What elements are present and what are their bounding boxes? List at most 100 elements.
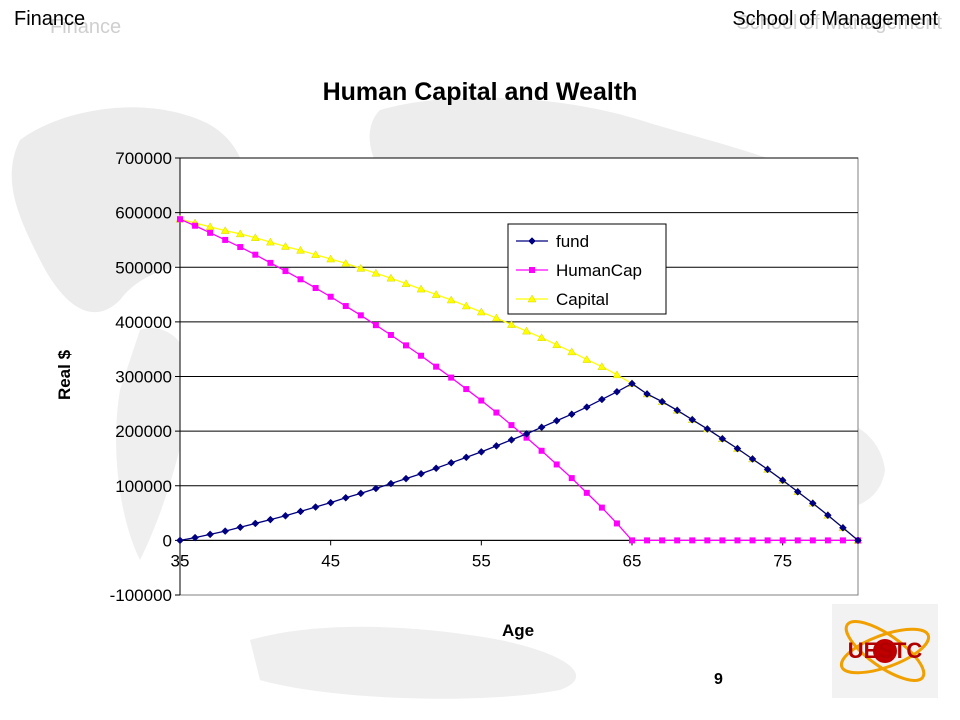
legend-marker <box>527 294 537 303</box>
data-point-fund <box>296 507 305 516</box>
data-point-humancap <box>463 386 470 393</box>
data-point-fund <box>341 493 350 502</box>
page-number: 9 <box>714 671 723 688</box>
data-point-humancap <box>478 397 485 404</box>
data-point-capital <box>537 333 546 341</box>
legend-label: Capital <box>556 290 609 309</box>
data-point-capital <box>371 268 381 277</box>
data-point-humancap <box>327 293 334 300</box>
chart-legend: fund HumanCap Capital <box>507 223 667 315</box>
data-point-fund <box>417 469 425 478</box>
data-point-humancap <box>613 520 620 527</box>
series-humancap <box>177 216 861 544</box>
data-point-humancap <box>779 537 786 544</box>
data-point-humancap <box>267 259 274 266</box>
data-point-humancap <box>659 537 666 544</box>
data-point-capital <box>416 284 426 293</box>
legend-marker <box>529 267 535 273</box>
data-point-fund <box>658 397 666 406</box>
data-point-fund <box>311 503 320 511</box>
data-point-fund <box>221 527 230 535</box>
header-right-title: School of Management <box>732 8 938 30</box>
data-point-capital <box>431 290 441 298</box>
data-point-capital <box>266 237 275 246</box>
x-tick-label: 35 <box>171 551 190 570</box>
legend-item-capital: Capital <box>516 290 609 309</box>
data-point-capital <box>461 301 471 310</box>
data-point-capital <box>311 250 320 258</box>
data-point-fund <box>552 416 561 425</box>
data-point-humancap <box>403 342 409 349</box>
data-point-humancap <box>342 303 349 310</box>
data-point-humancap <box>222 236 229 243</box>
data-point-humancap <box>598 504 605 511</box>
data-point-fund <box>462 453 471 462</box>
legend-item-humancap: HumanCap <box>516 261 642 280</box>
x-tick-label: 75 <box>773 551 792 570</box>
legend-label: HumanCap <box>556 261 642 280</box>
x-axis-title: Age <box>502 621 534 640</box>
data-point-fund <box>582 403 591 411</box>
data-point-capital <box>220 226 230 234</box>
y-tick-label: 0 <box>163 531 172 550</box>
data-point-fund <box>808 499 817 508</box>
data-point-fund <box>402 474 410 483</box>
data-point-capital <box>281 242 290 250</box>
data-point-capital <box>522 326 531 335</box>
data-point-capital <box>507 320 516 328</box>
legend-item-fund: fund <box>516 232 589 251</box>
y-tick-label: 200000 <box>115 422 172 441</box>
x-tick-label: 55 <box>472 551 491 570</box>
y-tick-label: 500000 <box>115 258 172 277</box>
data-point-humancap <box>629 537 635 544</box>
data-point-humancap <box>583 489 590 496</box>
data-point-humancap <box>357 312 364 319</box>
header-left-title: Finance <box>14 8 86 30</box>
data-point-fund <box>793 487 802 496</box>
data-point-humancap <box>704 537 711 544</box>
data-point-humancap <box>749 537 756 544</box>
series-line-humancap <box>179 218 858 542</box>
data-point-humancap <box>418 352 425 359</box>
data-point-humancap <box>192 222 199 229</box>
data-point-fund <box>839 523 847 532</box>
data-point-fund <box>778 476 787 485</box>
data-point-capital <box>597 362 607 370</box>
data-point-humancap <box>282 268 289 275</box>
data-point-fund <box>372 484 380 493</box>
data-point-humancap <box>312 285 319 292</box>
data-point-capital <box>341 259 351 267</box>
data-point-humancap <box>387 331 394 338</box>
data-point-humancap <box>207 229 214 236</box>
data-point-humancap <box>553 461 560 468</box>
data-point-fund <box>281 511 290 520</box>
data-point-fund <box>522 430 531 438</box>
data-point-capital <box>492 313 501 322</box>
data-point-fund <box>748 455 757 463</box>
x-tick-label: 45 <box>321 551 340 570</box>
series-fund <box>176 379 862 545</box>
legend-label: fund <box>556 232 589 251</box>
data-point-humancap <box>372 322 379 329</box>
series-line-fund <box>179 382 859 542</box>
data-point-humancap <box>689 537 696 544</box>
data-point-humancap <box>433 363 440 370</box>
data-point-fund <box>763 465 772 474</box>
data-point-humancap <box>493 409 500 416</box>
data-point-fund <box>567 410 576 419</box>
data-point-fund <box>236 523 245 532</box>
data-point-capital <box>296 245 305 254</box>
data-point-fund <box>718 434 727 443</box>
uestc-logo: UESTC <box>832 604 938 698</box>
data-point-humancap <box>839 537 846 544</box>
y-tick-label: 300000 <box>115 368 172 387</box>
data-point-humancap <box>794 537 801 544</box>
data-point-humancap <box>448 374 455 381</box>
data-point-fund <box>251 519 260 528</box>
data-point-fund <box>432 464 440 473</box>
data-point-humancap <box>719 537 726 544</box>
data-point-capital <box>386 273 396 282</box>
data-point-capital <box>401 279 411 287</box>
data-point-capital <box>567 347 577 356</box>
header-left-shadow: Finance <box>50 16 122 38</box>
